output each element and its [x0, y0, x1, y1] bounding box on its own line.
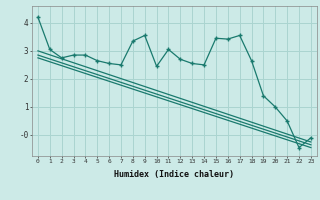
- X-axis label: Humidex (Indice chaleur): Humidex (Indice chaleur): [115, 170, 234, 179]
